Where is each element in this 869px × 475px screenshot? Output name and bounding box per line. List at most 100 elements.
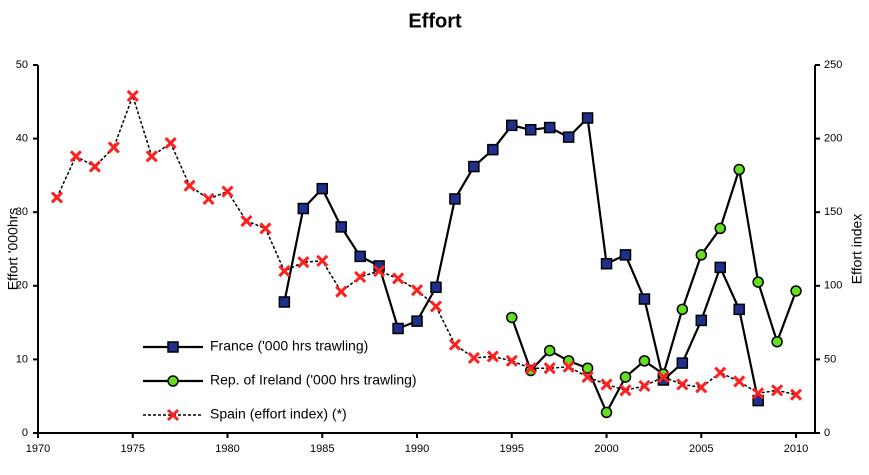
y2-tick-label: 250 — [824, 59, 842, 71]
marker — [506, 119, 518, 132]
x-tick-label: 2000 — [594, 443, 618, 455]
legend-marker — [167, 375, 179, 387]
marker — [468, 160, 480, 173]
marker — [676, 378, 689, 391]
marker — [278, 296, 291, 308]
y2-tick-label: 200 — [824, 133, 842, 145]
marker — [752, 387, 765, 400]
marker — [638, 355, 651, 367]
marker — [638, 379, 651, 392]
marker — [543, 362, 556, 375]
marker — [600, 406, 613, 419]
marker — [543, 344, 556, 357]
y-tick-label: 10 — [16, 353, 28, 365]
marker — [771, 384, 784, 397]
marker — [733, 303, 745, 316]
marker — [789, 388, 803, 401]
y-tick-label: 30 — [16, 206, 28, 218]
marker — [297, 202, 310, 215]
y-tick-label: 0 — [22, 427, 28, 439]
marker — [145, 150, 158, 163]
x-tick-label: 2010 — [784, 443, 808, 455]
marker — [676, 357, 689, 369]
marker — [354, 270, 367, 284]
marker — [543, 121, 556, 134]
x-tick-label: 1995 — [500, 443, 524, 455]
marker — [486, 350, 499, 363]
marker — [278, 265, 291, 278]
legend-marker — [167, 341, 179, 353]
marker — [676, 303, 689, 316]
marker — [581, 362, 594, 374]
marker — [562, 360, 575, 373]
marker — [429, 300, 443, 313]
series-line — [56, 93, 797, 396]
marker — [430, 281, 442, 294]
marker — [581, 371, 594, 384]
legend-marker — [166, 408, 180, 422]
marker — [373, 265, 386, 278]
marker — [600, 378, 613, 391]
legend-label: France ('000 hrs trawling) — [210, 338, 368, 354]
marker — [183, 179, 196, 192]
marker — [733, 375, 746, 388]
marker — [524, 124, 537, 136]
marker — [449, 193, 461, 205]
y2-axis-title: Effort index — [849, 214, 865, 285]
marker — [411, 315, 423, 327]
marker — [467, 351, 480, 364]
y2-tick-label: 50 — [824, 353, 836, 365]
marker — [771, 335, 783, 348]
marker — [202, 192, 215, 206]
marker — [410, 284, 424, 297]
y-tick-label: 50 — [16, 59, 28, 71]
x-tick-label: 1985 — [310, 443, 334, 455]
marker — [240, 214, 253, 228]
marker — [714, 261, 726, 274]
marker — [392, 272, 405, 285]
marker — [638, 293, 651, 305]
marker — [69, 150, 82, 163]
marker — [524, 362, 537, 375]
chart-title: Effort — [408, 10, 462, 32]
marker — [259, 222, 272, 235]
marker — [164, 136, 177, 150]
marker — [619, 249, 632, 261]
marker — [221, 185, 234, 198]
marker — [505, 354, 518, 367]
marker — [392, 322, 404, 335]
marker — [448, 338, 461, 351]
marker — [657, 371, 670, 384]
y-tick-label: 20 — [16, 280, 28, 292]
marker — [600, 257, 613, 270]
x-tick-label: 1980 — [215, 443, 239, 455]
marker — [88, 160, 101, 173]
marker — [695, 314, 708, 327]
marker — [335, 221, 347, 233]
marker — [506, 311, 518, 324]
marker — [733, 163, 745, 176]
legend-label: Spain (effort index) (*) — [210, 406, 347, 422]
marker — [126, 89, 139, 102]
series-line — [510, 169, 798, 415]
marker — [562, 131, 575, 143]
marker — [714, 366, 727, 379]
legend-label: Rep. of Ireland ('000 hrs trawling) — [210, 372, 417, 388]
marker — [581, 112, 594, 124]
y2-tick-label: 150 — [824, 206, 842, 218]
marker — [335, 285, 348, 298]
marker — [487, 143, 499, 156]
marker — [297, 256, 310, 269]
marker — [695, 381, 708, 394]
marker — [752, 276, 764, 288]
marker — [316, 182, 329, 195]
y-tick-label: 40 — [16, 133, 28, 145]
marker — [619, 371, 632, 383]
y-axis-title: Effort '000hrs — [5, 208, 21, 291]
marker — [714, 222, 726, 235]
y2-tick-label: 0 — [824, 427, 830, 439]
x-tick-label: 2005 — [689, 443, 713, 455]
marker — [619, 384, 632, 397]
x-tick-label: 1990 — [405, 443, 429, 455]
marker — [107, 141, 120, 154]
